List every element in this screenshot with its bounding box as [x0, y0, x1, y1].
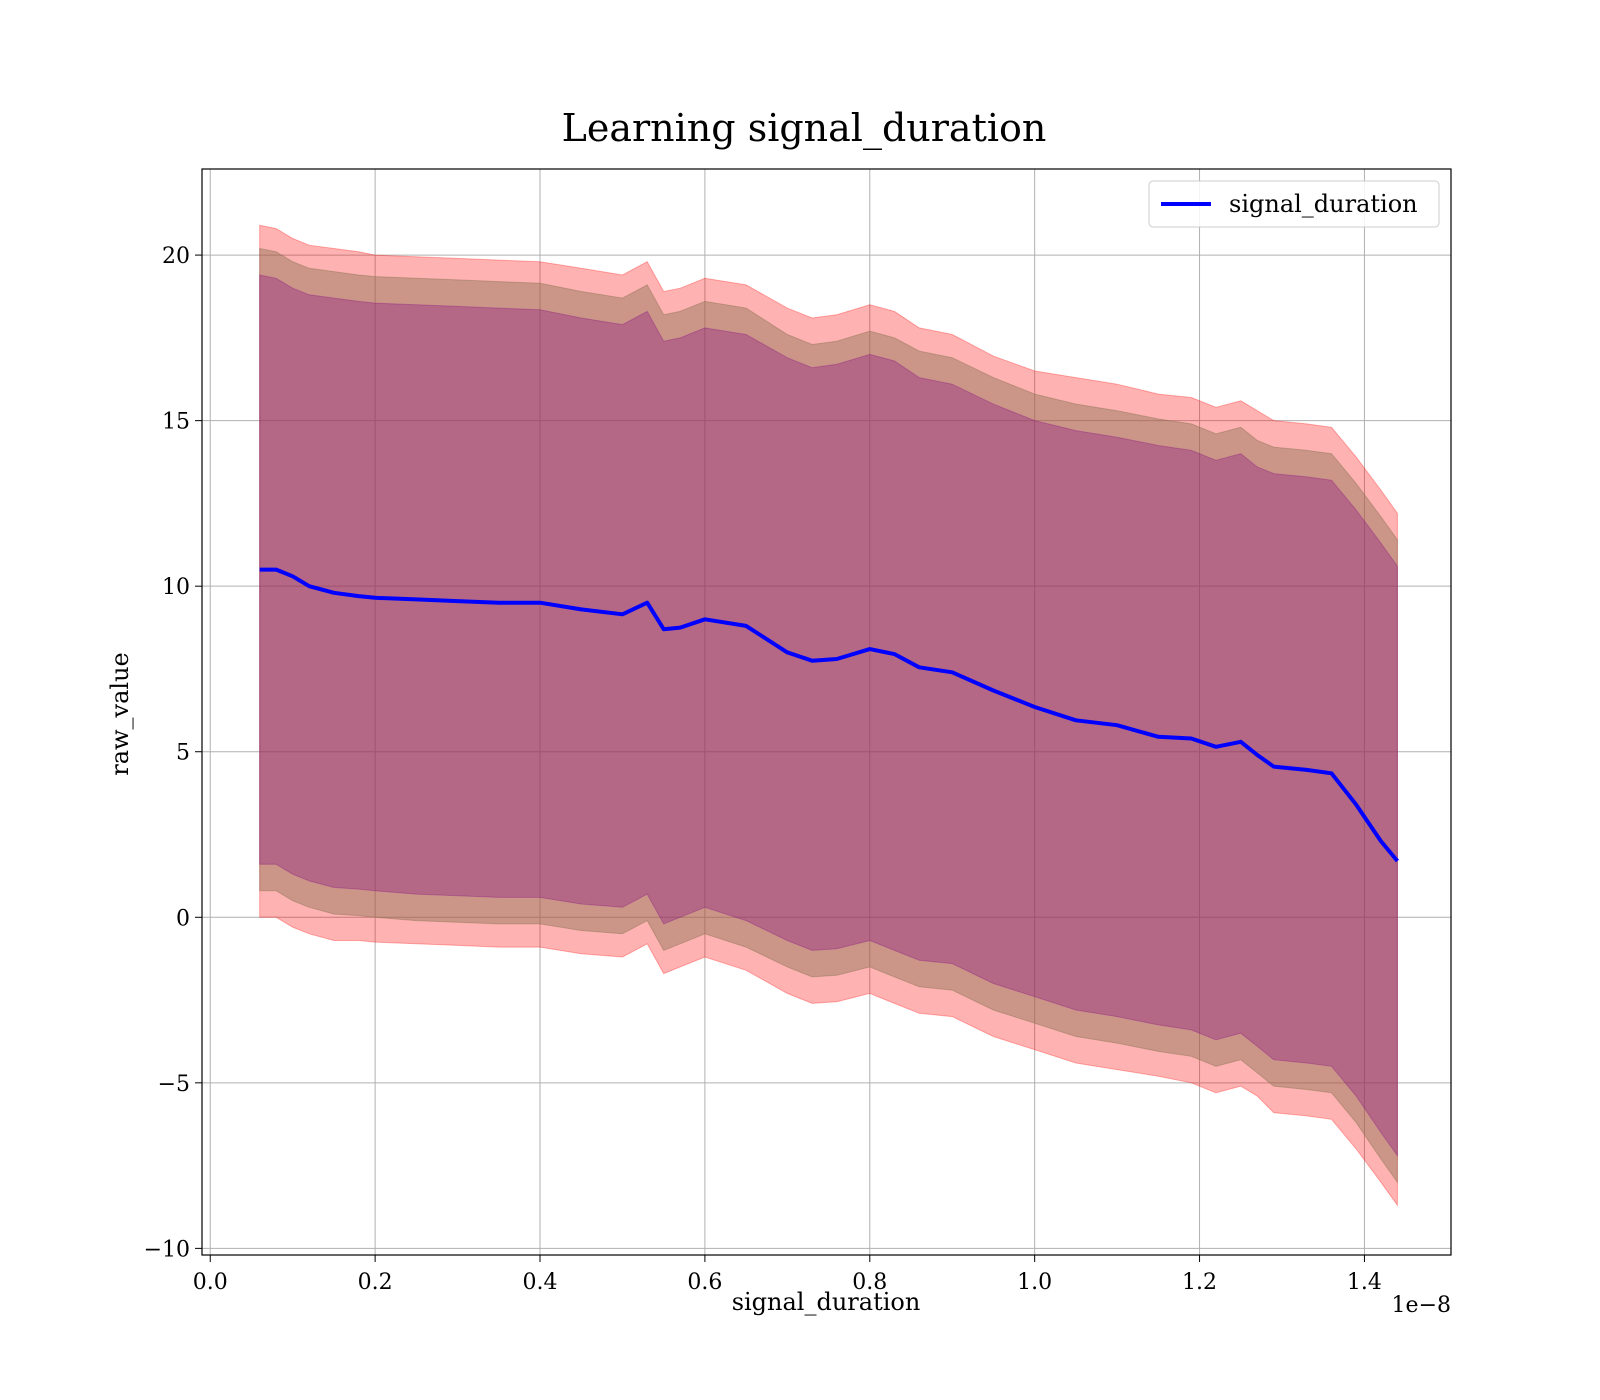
- x-tick-label-1: 0.2: [358, 1270, 393, 1295]
- confidence-band-1: [259, 247, 1398, 1184]
- x-axis-label: signal_duration: [732, 1288, 921, 1316]
- x-axis-offset-label: 1e−8: [1392, 1293, 1451, 1318]
- chart-title: Learning signal_duration: [562, 106, 1047, 151]
- x-tick-label-5: 1.0: [1017, 1270, 1052, 1295]
- x-tick-label-7: 1.4: [1347, 1270, 1382, 1295]
- legend-box: [1148, 180, 1440, 228]
- y-tick-label-3: 5: [176, 741, 190, 766]
- y-tick-label-4: 10: [162, 575, 190, 600]
- axes-frame: [201, 168, 1452, 1256]
- plot-area: 0.0 0.2 0.4 0.6 0.8 1.0 1.2 1.4 −10 −5 0 5 10 15 20 sig…: [144, 168, 1452, 1295]
- legend-label-0: signal_duration: [1229, 190, 1418, 218]
- series-line-0: [259, 567, 1399, 863]
- confidence-band-2: [259, 274, 1398, 1158]
- x-tick-label-6: 1.2: [1182, 1270, 1217, 1295]
- x-tick-label-3: 0.6: [687, 1270, 722, 1295]
- x-tick-label-2: 0.4: [523, 1270, 558, 1295]
- x-tick-label-0: 0.0: [193, 1270, 228, 1295]
- y-axis-label: raw_value: [106, 652, 134, 776]
- y-tick-label-0: −10: [144, 1237, 190, 1262]
- y-tick-label-1: −5: [158, 1072, 190, 1097]
- y-tick-label-6: 20: [162, 244, 190, 269]
- y-tick-label-5: 15: [162, 410, 190, 435]
- x-tick-label-4: 0.8: [852, 1270, 887, 1295]
- confidence-band-0: [259, 224, 1398, 1207]
- y-tick-label-2: 0: [176, 906, 190, 931]
